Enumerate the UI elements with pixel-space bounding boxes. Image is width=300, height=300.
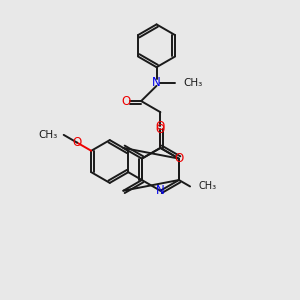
- Text: O: O: [156, 123, 165, 136]
- Text: O: O: [174, 152, 184, 165]
- Text: CH₃: CH₃: [198, 182, 217, 191]
- Text: CH₃: CH₃: [183, 78, 202, 88]
- Text: O: O: [156, 120, 165, 133]
- Text: CH₃: CH₃: [38, 130, 57, 140]
- Text: O: O: [121, 94, 130, 108]
- Text: O: O: [73, 136, 82, 149]
- Text: N: N: [156, 184, 165, 197]
- Text: N: N: [152, 76, 161, 89]
